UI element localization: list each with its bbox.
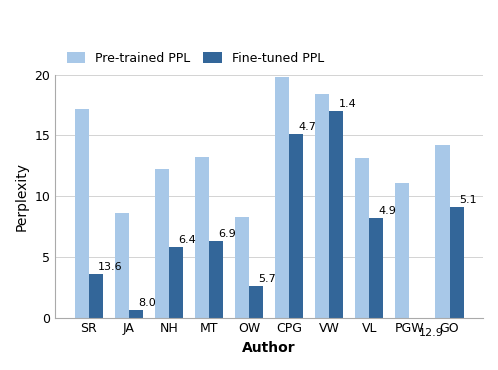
- Bar: [249, 286, 263, 317]
- Text: 5.7: 5.7: [258, 274, 276, 284]
- Text: 8.0: 8.0: [138, 299, 156, 309]
- Bar: [89, 274, 103, 317]
- Text: 5.1: 5.1: [459, 195, 477, 205]
- Text: 6.9: 6.9: [219, 229, 236, 239]
- Text: 13.6: 13.6: [98, 262, 123, 272]
- Text: 12.9: 12.9: [419, 327, 444, 338]
- Bar: [409, 317, 423, 339]
- Bar: [329, 111, 343, 317]
- Legend: Pre-trained PPL, Fine-tuned PPL: Pre-trained PPL, Fine-tuned PPL: [62, 47, 329, 70]
- Y-axis label: Perplexity: Perplexity: [15, 162, 29, 231]
- Bar: [370, 218, 383, 317]
- Text: 4.9: 4.9: [379, 206, 396, 216]
- Bar: [435, 145, 450, 317]
- Text: 6.4: 6.4: [178, 235, 196, 245]
- Bar: [275, 77, 289, 317]
- Bar: [115, 213, 129, 317]
- Bar: [356, 158, 370, 317]
- Bar: [155, 169, 169, 317]
- Bar: [235, 217, 249, 317]
- Bar: [315, 94, 329, 317]
- Bar: [450, 207, 464, 317]
- Bar: [195, 157, 209, 317]
- Bar: [289, 134, 303, 317]
- Text: 4.7: 4.7: [299, 122, 317, 132]
- Bar: [209, 241, 223, 317]
- Bar: [129, 310, 143, 317]
- Bar: [75, 108, 89, 317]
- Bar: [395, 183, 409, 317]
- Text: 1.4: 1.4: [339, 99, 357, 109]
- Bar: [169, 247, 183, 317]
- X-axis label: Author: Author: [243, 341, 296, 355]
